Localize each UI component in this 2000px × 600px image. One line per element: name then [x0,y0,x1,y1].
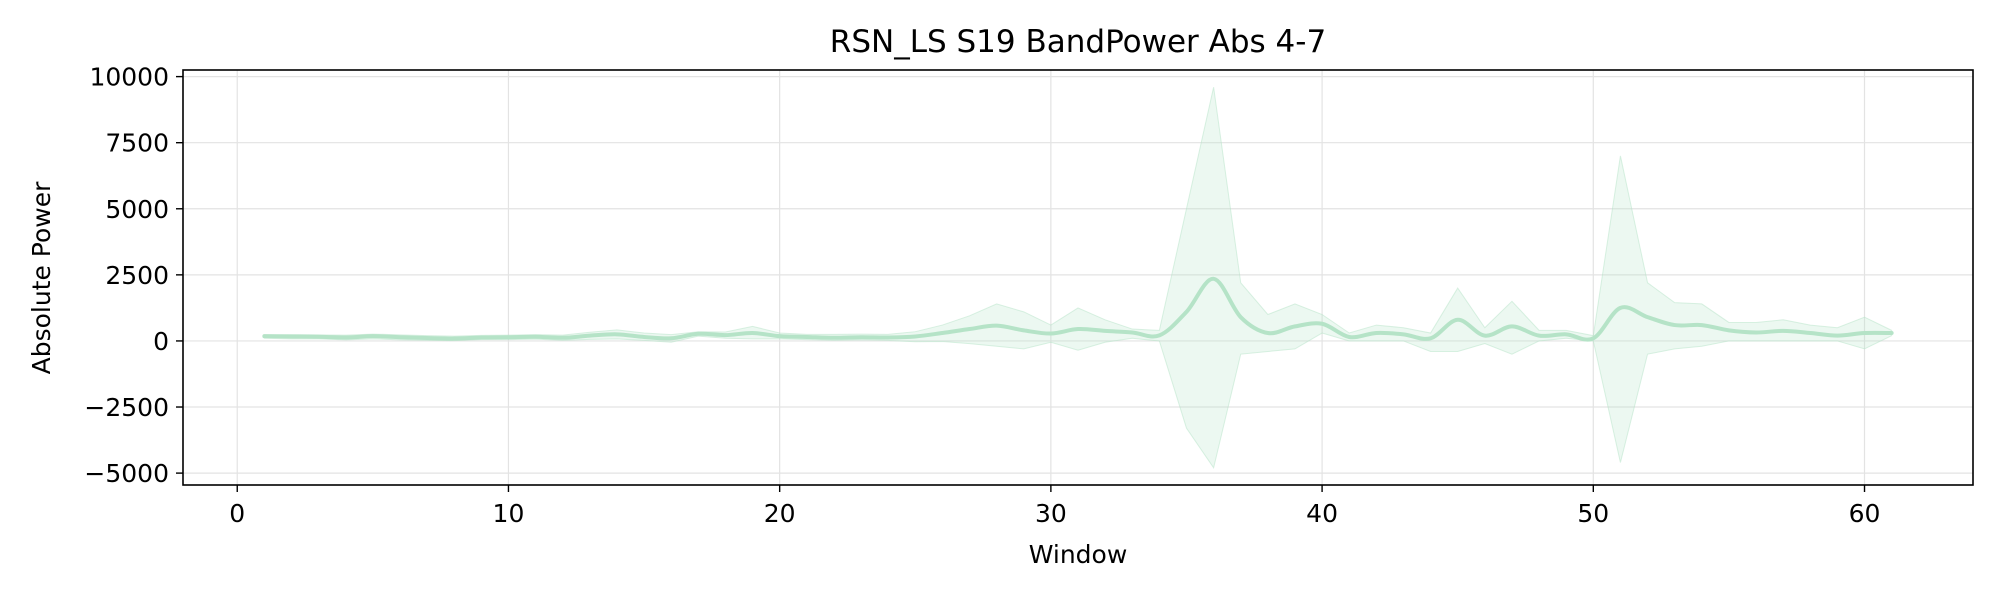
x-tick-label: 0 [229,499,245,528]
y-tick-label: −2500 [84,393,169,422]
mean-line-path [262,276,1894,342]
plot-frame [182,69,1974,486]
grid-lines [183,70,1973,485]
y-tick-label: −5000 [84,459,169,488]
x-tick-label: 40 [1306,499,1338,528]
y-tick-label: 7500 [105,129,169,158]
x-tick-label: 10 [493,499,525,528]
y-axis-ticks: −5000 −2500 0 2500 5000 7500 10000 [84,63,183,488]
x-axis-ticks: 0 10 20 30 40 50 60 [229,485,1880,528]
x-tick-label: 50 [1577,499,1609,528]
y-tick-label: 2500 [105,261,169,290]
y-tick-label: 10000 [89,63,169,92]
x-axis-label: Window [1029,540,1128,569]
mean-line [262,276,1894,342]
std-band-area [263,87,1893,470]
y-tick-label: 0 [153,327,169,356]
chart-title: RSN_LS S19 BandPower Abs 4-7 [830,24,1326,60]
y-axis-label: Absolute Power [27,181,56,375]
confidence-band [263,87,1893,470]
x-tick-label: 20 [764,499,796,528]
x-tick-label: 60 [1849,499,1881,528]
x-tick-label: 30 [1035,499,1067,528]
y-tick-label: 5000 [105,195,169,224]
